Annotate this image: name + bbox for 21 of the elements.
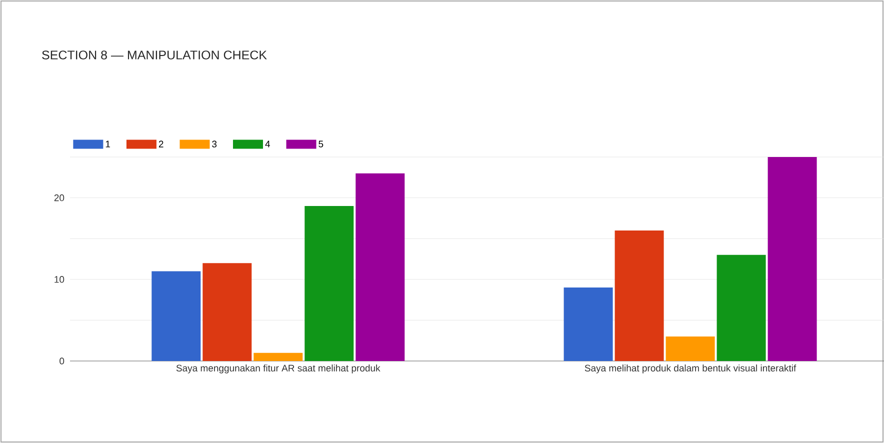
bar bbox=[356, 173, 405, 361]
bar bbox=[254, 352, 303, 361]
bar bbox=[666, 336, 715, 361]
y-tick-label: 20 bbox=[54, 194, 64, 202]
chart-title: SECTION 8 — MANIPULATION CHECK bbox=[42, 50, 267, 60]
legend-label: 2 bbox=[158, 140, 164, 148]
bar bbox=[564, 288, 613, 361]
bar bbox=[716, 254, 766, 361]
bar bbox=[614, 230, 664, 361]
legend-label: 3 bbox=[212, 140, 217, 148]
legend-label: 4 bbox=[265, 140, 270, 148]
legend-label: 1 bbox=[106, 140, 110, 148]
y-tick-label: 0 bbox=[60, 358, 64, 364]
x-tick-label: Saya melihat produk dalam bentuk visual interaktif bbox=[584, 364, 796, 374]
bar bbox=[304, 206, 354, 361]
bar bbox=[152, 271, 201, 361]
legend-label: 5 bbox=[318, 140, 324, 148]
y-tick-label: 10 bbox=[54, 276, 64, 283]
bar bbox=[202, 263, 252, 361]
bar bbox=[768, 157, 817, 361]
x-tick-label: Saya menggunakan fitur AR saat melihat produk bbox=[176, 364, 380, 374]
